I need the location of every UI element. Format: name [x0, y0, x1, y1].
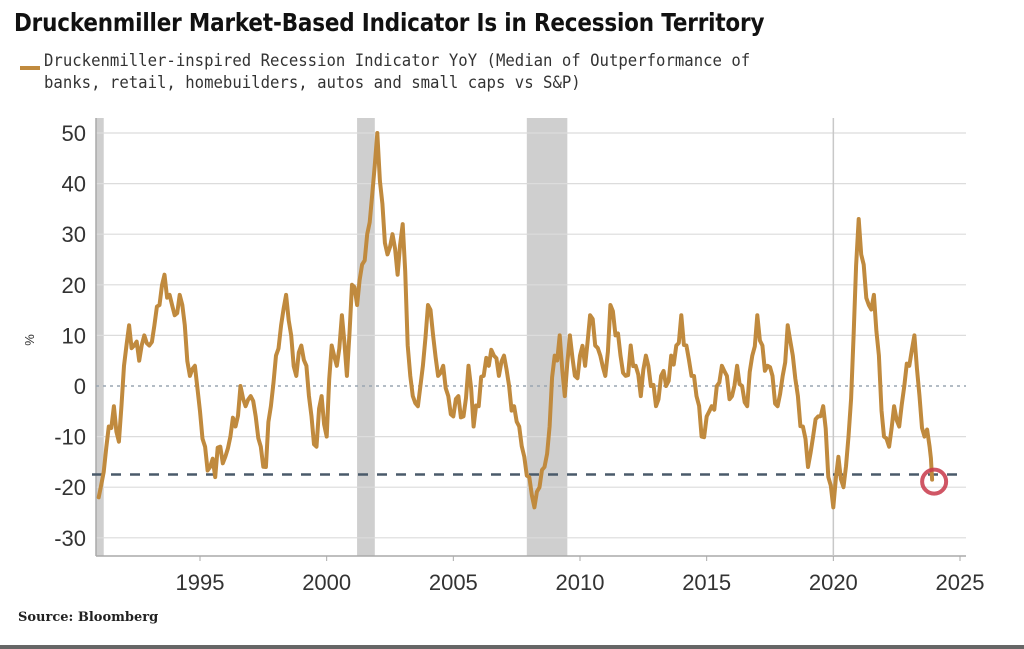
legend-label-line2: banks, retail, homebuilders, autos and s…: [44, 73, 581, 93]
y-tick-label: 20: [62, 273, 86, 298]
gridlines: [95, 118, 966, 557]
y-tick-label: 50: [62, 121, 86, 146]
y-tick-label: -20: [54, 475, 86, 500]
x-tick-label: 1995: [176, 570, 225, 595]
y-tick-label: 10: [62, 323, 86, 348]
highlight-circle: [920, 467, 949, 496]
recession-band: [96, 118, 104, 556]
y-tick-label: -30: [54, 526, 86, 551]
x-tick-label: 2000: [302, 570, 351, 595]
legend-label-line1: Druckenmiller-inspired Recession Indicat…: [44, 51, 751, 71]
x-tick-label: 2025: [936, 570, 985, 595]
y-axis-label: %: [22, 334, 37, 346]
x-tick-label: 2005: [429, 570, 478, 595]
bottom-border: [0, 645, 1024, 649]
x-tick-labels: 1995 2000 2005 2010 2015 2020 2025: [176, 556, 985, 595]
reference-lines: [92, 118, 966, 556]
y-tick-label: 40: [62, 172, 86, 197]
x-tick-label: 2020: [809, 570, 858, 595]
source-note: Source: Bloomberg: [18, 610, 159, 625]
y-tick-label: 0: [74, 374, 86, 399]
legend: Druckenmiller-inspired Recession Indicat…: [20, 50, 812, 94]
legend-swatch: [20, 66, 40, 70]
legend-label: Druckenmiller-inspired Recession Indicat…: [44, 50, 750, 94]
series-line: [96, 131, 935, 510]
y-tick-label: 30: [62, 222, 86, 247]
y-tick-labels: 50 40 30 20 10 0 -10 -20 -30: [54, 121, 86, 551]
highlight: [920, 467, 949, 496]
y-tick-label: -10: [54, 425, 86, 450]
x-tick-label: 2015: [682, 570, 731, 595]
chart-title: Druckenmiller Market-Based Indicator Is …: [14, 8, 765, 37]
x-tick-label: 2010: [556, 570, 605, 595]
series: [96, 131, 935, 510]
